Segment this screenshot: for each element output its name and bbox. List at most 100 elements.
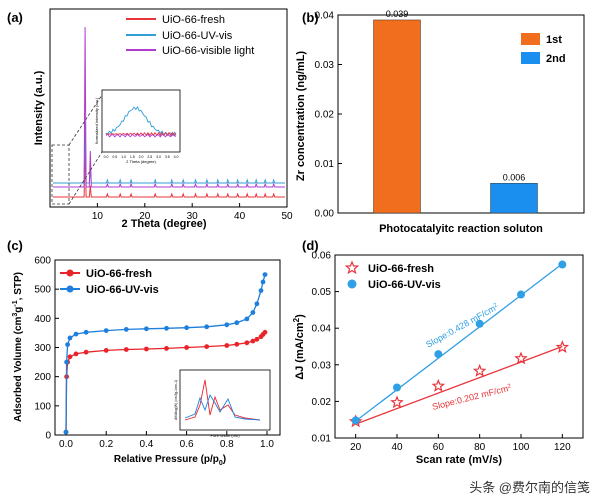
y-tick-label: 0.04 <box>312 324 332 335</box>
inset-a-x-label: 2 Theta (degree) <box>126 159 156 164</box>
inset-a-plot <box>105 105 177 138</box>
zoom-connector-bottom <box>68 151 103 205</box>
data-point-star <box>431 378 446 392</box>
isotherm-point <box>234 341 240 347</box>
y-tick-label: 0.02 <box>315 110 335 121</box>
legend-label-uv-d: UiO-66-UV-vis <box>368 279 441 291</box>
data-point-circle <box>475 319 484 328</box>
isotherm-point <box>260 279 266 285</box>
inset-a-x-tick-label: 4.0 <box>174 155 179 159</box>
xrd-series-1 <box>53 146 285 198</box>
panel-a-legend: UiO-66-fresh UiO-66-UV-vis UiO-66-visibl… <box>126 14 254 57</box>
y-tick-label: 0.03 <box>315 60 335 71</box>
panel-b-letter: (b) <box>302 10 319 25</box>
isotherm-point <box>262 272 268 277</box>
x-tick-label: 40 <box>391 442 403 453</box>
isotherm-point <box>67 335 73 341</box>
data-point-circle <box>558 260 567 269</box>
isotherm-point <box>144 346 149 352</box>
panel-d-frame <box>334 254 584 439</box>
panel-b-bar-chart: (b) 0.00 0.01 0.02 0.03 0.04 0.039 0.006 Phot… <box>295 9 585 235</box>
legend-marker-star <box>344 260 360 275</box>
isotherm-point <box>258 288 264 293</box>
isotherm-point <box>103 328 109 333</box>
inset-a-x-tick-label: 2.0 <box>139 155 144 159</box>
data-point-circle <box>393 383 401 392</box>
panel-b-legend: 1st 2nd <box>521 33 566 65</box>
inset-a-x-tick-label: 3.5 <box>165 155 170 159</box>
data-point-star <box>514 351 528 365</box>
y-tick-label: 0.01 <box>315 159 335 170</box>
inset-a-series-visible <box>105 133 177 138</box>
panel-c-legend: UiO-66-fresh UiO-66-UV-vis <box>60 268 159 296</box>
panel-b-x-axis-label: Photocatalyitc reaction soluton <box>379 223 543 235</box>
isotherm-point <box>83 329 89 335</box>
panel-c-inset: Pore Width (nm) dV/dlog(W) (cm3g-1nm-1) <box>174 369 271 438</box>
panel-a-letter: (a) <box>7 10 23 25</box>
panel-c-y-axis-label: Adsorbed Volume (cm3g-1, STP) <box>12 272 24 422</box>
legend-label-uv-c: UiO-66-UV-vis <box>86 284 159 296</box>
isotherm-point <box>123 347 129 352</box>
legend-swatch-2nd <box>521 52 540 64</box>
inset-a-y-label: Normalized Intensity (a.u.) <box>94 97 99 144</box>
y-tick-label: 400 <box>34 314 51 325</box>
x-tick-label: 0.0 <box>59 439 73 450</box>
panel-a-zoom-box <box>51 144 70 205</box>
x-tick-label: 40 <box>234 211 246 222</box>
isotherm-point <box>73 331 79 337</box>
isotherm-point <box>244 316 250 322</box>
panel-a-x-ticks: 10 20 30 40 50 <box>92 203 293 222</box>
x-tick-label: 60 <box>433 442 445 453</box>
y-tick-label: 100 <box>34 401 51 412</box>
legend-label-2nd: 2nd <box>546 53 566 65</box>
legend-label-fresh: UiO-66-fresh <box>162 14 225 26</box>
y-tick-label: 0.02 <box>312 397 332 408</box>
panel-c-x-axis-label: Relative Pressure (p/p0) <box>114 454 226 467</box>
isotherm-point <box>254 301 260 307</box>
legend-label-fresh-d: UiO-66-fresh <box>368 263 434 275</box>
bar-2nd <box>490 183 538 214</box>
data-point-circle <box>434 350 443 359</box>
legend-label-uv-vis: UiO-66-UV-vis <box>162 30 233 42</box>
legend-label-visible: UiO-66-visible light <box>162 45 254 57</box>
isotherm-point <box>63 429 69 435</box>
panel-a-inset: 0.0 0.5 1.0 1.5 2.0 2.5 3.0 3.5 4.0 2 Theta (deg… <box>94 89 181 164</box>
panel-a-xrd-chart: (a) 10 20 30 40 50 2 Theta (degree) Intensit… <box>7 8 293 230</box>
fit-line-2 <box>355 263 563 422</box>
legend-swatch-1st <box>521 33 540 45</box>
panel-d-legend: UiO-66-fresh UiO-66-UV-vis <box>344 260 441 291</box>
isotherm-point <box>64 359 69 365</box>
legend-marker-fresh-c <box>66 269 74 277</box>
x-tick-label: 50 <box>281 211 293 222</box>
inset-a-frame <box>101 89 181 153</box>
data-point-star <box>390 395 404 409</box>
inset-a-x-tick-label: 2.5 <box>147 155 152 159</box>
legend-label-1st: 1st <box>546 34 562 46</box>
x-tick-label: 120 <box>554 442 571 453</box>
isotherm-point <box>184 325 190 331</box>
y-tick-label: 0.01 <box>312 434 332 445</box>
panel-a-frame <box>49 8 288 208</box>
isotherm-point <box>224 343 230 348</box>
panel-b-y-axis-label: Zr concentration (ng/mL) <box>295 51 307 182</box>
xrd-series-3 <box>53 26 285 188</box>
isotherm-point <box>73 351 79 357</box>
isotherm-point <box>103 348 109 353</box>
panel-a-plot-area <box>53 26 285 198</box>
legend-label-fresh-c: UiO-66-fresh <box>86 268 152 280</box>
y-tick-label: 500 <box>34 285 51 296</box>
legend-marker-uv-c <box>66 285 74 293</box>
y-tick-label: 200 <box>34 372 51 383</box>
isotherm-point <box>204 344 210 349</box>
inset-c-frame <box>179 369 271 431</box>
isotherm-point <box>164 325 169 331</box>
x-tick-label: 100 <box>513 442 530 453</box>
panel-c-series <box>63 272 268 435</box>
isotherm-point <box>254 336 260 342</box>
isotherm-point <box>164 346 169 351</box>
inset-a-x-tick-label: 0.0 <box>104 155 109 159</box>
x-tick-label: 20 <box>139 211 151 222</box>
fit-line-1 <box>355 345 563 425</box>
bar-1st <box>373 19 421 214</box>
